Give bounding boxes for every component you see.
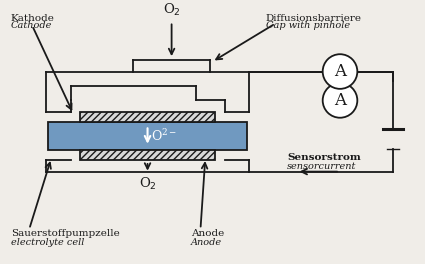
Text: Kathode: Kathode <box>11 14 55 23</box>
Text: Anode: Anode <box>191 238 222 247</box>
Text: A: A <box>334 92 346 109</box>
Circle shape <box>323 54 357 89</box>
Text: electrolyte cell: electrolyte cell <box>11 238 84 247</box>
Text: Sauerstoffpumpzelle: Sauerstoffpumpzelle <box>11 229 120 238</box>
Text: Anode: Anode <box>191 229 224 238</box>
Bar <box>80 150 215 160</box>
Text: Cap with pinhole: Cap with pinhole <box>266 21 350 30</box>
Text: O$_2$: O$_2$ <box>163 2 181 18</box>
Text: $\mathregular{O^{2-}}$: $\mathregular{O^{2-}}$ <box>151 128 177 144</box>
Text: O$_2$: O$_2$ <box>139 176 156 192</box>
Text: A: A <box>334 63 346 80</box>
Text: Diffusionsbarriere: Diffusionsbarriere <box>266 14 362 23</box>
Circle shape <box>323 83 357 118</box>
Text: Sensorstrom: Sensorstrom <box>287 153 361 162</box>
Text: sensorcurrent: sensorcurrent <box>287 162 357 171</box>
Bar <box>48 122 246 150</box>
Text: Cathode: Cathode <box>11 21 52 30</box>
Bar <box>80 112 215 122</box>
